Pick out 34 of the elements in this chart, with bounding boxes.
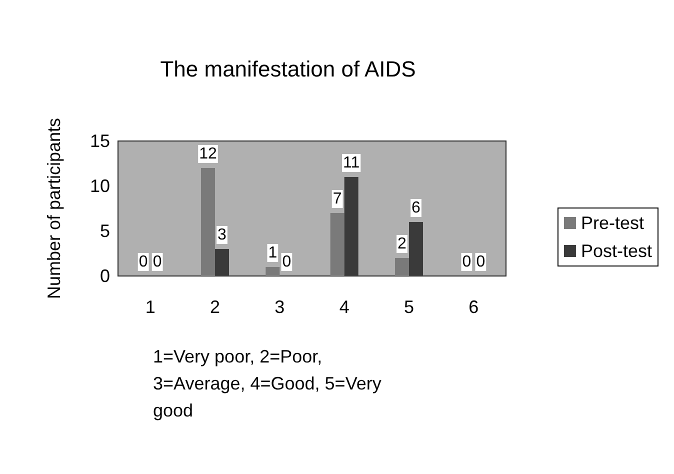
x-tick-label: 6 (468, 297, 479, 317)
y-tick-label: 5 (100, 221, 110, 241)
x-tick-label: 1 (145, 297, 156, 317)
data-label: 0 (462, 254, 472, 270)
data-label: 0 (152, 254, 162, 270)
x-tick-label: 5 (404, 297, 414, 317)
x-tick-label: 4 (339, 297, 350, 317)
legend-label: Pre-test (580, 213, 644, 233)
y-axis-title: Number of participants (44, 118, 64, 300)
bar (266, 267, 280, 276)
bar (201, 168, 215, 276)
y-tick-label: 15 (90, 131, 110, 151)
data-label: 6 (412, 200, 421, 216)
data-label: 3 (218, 226, 227, 244)
y-tick-label: 0 (100, 266, 110, 286)
chart-title: The manifestation of AIDS (160, 56, 416, 82)
data-label: 0 (138, 254, 148, 270)
bar (409, 222, 423, 276)
bar (330, 213, 344, 276)
y-tick-label: 10 (90, 176, 110, 196)
data-label: 12 (199, 146, 217, 162)
legend-label: Post-test (580, 241, 652, 261)
data-label: 2 (398, 236, 407, 252)
bar (215, 249, 229, 276)
data-label: 0 (282, 254, 292, 270)
data-label: 0 (476, 254, 486, 270)
x-tick-label: 3 (274, 297, 285, 317)
data-label: 1 (268, 244, 278, 262)
data-label: 11 (343, 154, 360, 172)
x-tick-label: 2 (210, 297, 220, 317)
x-axis-title: 1=Very poor, 2=Poor, 3=Average, 4=Good, 5=Very good (153, 346, 386, 420)
bar (344, 177, 358, 276)
bar (395, 258, 409, 276)
data-label: 7 (332, 190, 342, 208)
